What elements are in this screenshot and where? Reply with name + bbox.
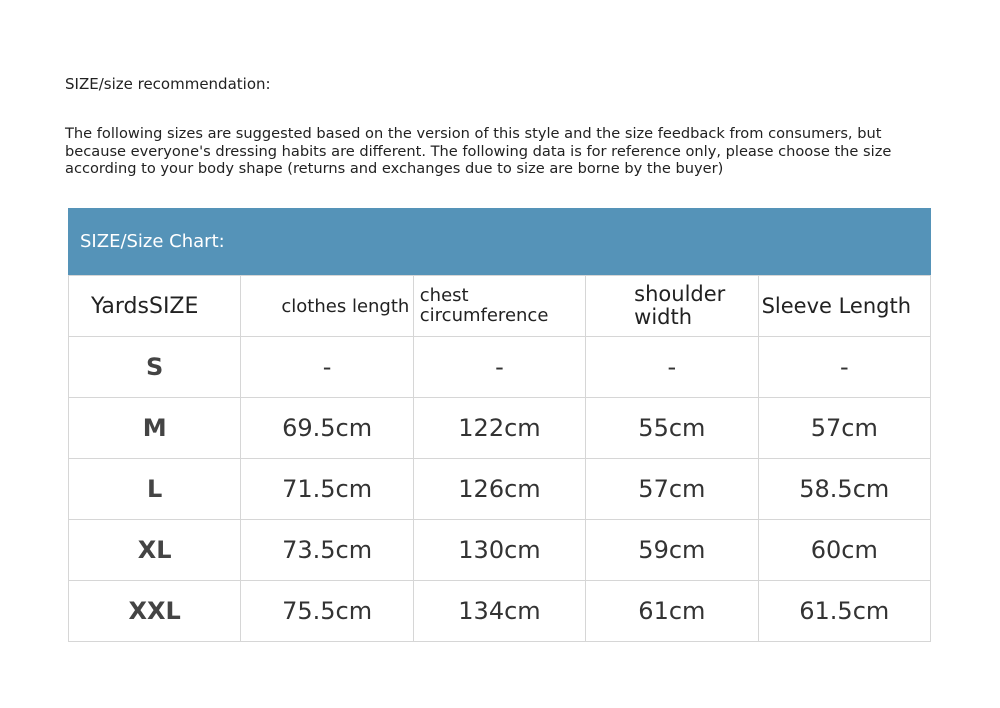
cell-clothes-length: - — [240, 336, 414, 398]
cell-sleeve-length: - — [757, 336, 932, 398]
size-chart: SIZE/Size Chart: YardsSIZE clothes lengt… — [67, 208, 932, 642]
cell-chest-circumference: 126cm — [412, 458, 587, 520]
cell-size: L — [67, 458, 242, 520]
table-row: S---- — [67, 336, 932, 398]
table-row: XXL 75.5cm 134cm 61cm 61.5cm — [67, 580, 932, 642]
cell-shoulder-width: - — [585, 336, 759, 398]
table-row: L 71.5cm 126cm 57cm 58.5cm — [67, 458, 932, 520]
table-row: M 69.5cm 122cm 55cm 57cm — [67, 397, 932, 459]
size-table: YardsSIZE clothes length chest circumfer… — [67, 275, 932, 642]
cell-shoulder-width: 57cm — [585, 458, 759, 520]
cell-chest-circumference: 134cm — [412, 580, 587, 642]
table-header-row: YardsSIZE clothes length chest circumfer… — [67, 275, 932, 337]
table-row: XL 73.5cm 130cm 59cm 60cm — [67, 519, 932, 581]
cell-sleeve-length: 61.5cm — [757, 580, 932, 642]
cell-clothes-length: 71.5cm — [240, 458, 414, 520]
cell-shoulder-width: 61cm — [585, 580, 759, 642]
cell-clothes-length: 69.5cm — [240, 397, 414, 459]
cell-clothes-length: 73.5cm — [240, 519, 414, 581]
cell-shoulder-width: 55cm — [585, 397, 759, 459]
cell-chest-circumference: 130cm — [412, 519, 587, 581]
size-description: The following sizes are suggested based … — [65, 125, 892, 177]
cell-size: XXL — [67, 580, 242, 642]
cell-chest-circumference: 122cm — [412, 397, 587, 459]
header-sleeve-length: Sleeve Length — [757, 275, 932, 337]
cell-size: M — [67, 397, 242, 459]
cell-sleeve-length: 57cm — [757, 397, 932, 459]
header-clothes-length: clothes length — [240, 275, 414, 337]
header-chest-circumference: chest circumference — [412, 275, 587, 337]
cell-size: S — [67, 336, 242, 398]
page-title: SIZE/size recommendation: — [65, 75, 271, 93]
cell-sleeve-length: 60cm — [757, 519, 932, 581]
cell-chest-circumference: - — [412, 336, 587, 398]
header-size: YardsSIZE — [67, 275, 242, 337]
cell-size: XL — [67, 519, 242, 581]
cell-sleeve-length: 58.5cm — [757, 458, 932, 520]
header-shoulder-width: shoulder width — [585, 275, 759, 337]
cell-clothes-length: 75.5cm — [240, 580, 414, 642]
cell-shoulder-width: 59cm — [585, 519, 759, 581]
size-chart-banner: SIZE/Size Chart: — [68, 208, 931, 275]
